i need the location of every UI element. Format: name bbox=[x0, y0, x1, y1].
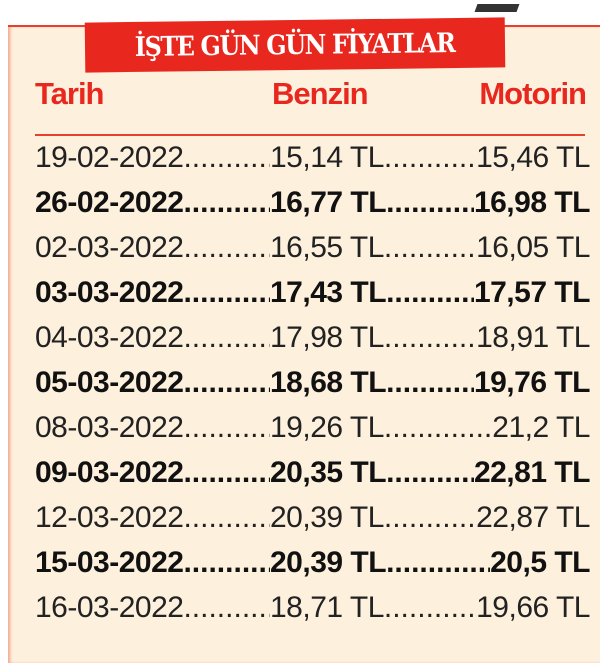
table-row: 09-03-2022 20,35 TL 22,81 TL bbox=[35, 453, 590, 493]
date-cell: 02-03-2022 bbox=[35, 231, 184, 264]
gasoline-price-cell: 18,71 TL bbox=[270, 591, 384, 624]
dot-leader bbox=[183, 498, 270, 538]
diesel-price-cell: 16,05 TL bbox=[476, 231, 590, 264]
dot-leader bbox=[183, 228, 270, 268]
diesel-price-cell: 19,76 TL bbox=[473, 366, 590, 399]
page-title: İŞTE GÜN GÜN FİYATLAR bbox=[134, 27, 456, 63]
date-cell: 04-03-2022 bbox=[35, 321, 184, 354]
header-divider bbox=[35, 134, 585, 136]
column-header-date: Tarih bbox=[35, 76, 104, 111]
table-row: 02-03-2022 16,55 TL 16,05 TL bbox=[35, 228, 590, 268]
diesel-price-cell: 22,81 TL bbox=[473, 456, 590, 489]
dot-leader bbox=[384, 498, 476, 538]
table-row: 12-03-2022 20,39 TL 22,87 TL bbox=[35, 498, 590, 538]
date-cell: 15-03-2022 bbox=[35, 546, 184, 579]
gasoline-price-cell: 15,14 TL bbox=[270, 141, 384, 174]
table-row: 03-03-2022 17,43 TL 17,57 TL bbox=[35, 273, 590, 313]
diesel-price-cell: 18,91 TL bbox=[476, 321, 590, 354]
table-row: 05-03-2022 18,68 TL 19,76 TL bbox=[35, 363, 590, 403]
dot-leader bbox=[384, 138, 476, 178]
gasoline-price-cell: 16,55 TL bbox=[270, 231, 384, 264]
dot-leader bbox=[386, 273, 474, 313]
diesel-price-cell: 20,5 TL bbox=[490, 546, 590, 579]
dot-leader bbox=[386, 183, 474, 223]
dot-leader bbox=[183, 588, 270, 628]
dot-leader bbox=[183, 543, 270, 583]
dot-leader bbox=[183, 273, 270, 313]
dot-leader bbox=[183, 318, 270, 358]
date-cell: 05-03-2022 bbox=[35, 366, 184, 399]
title-banner: İŞTE GÜN GÜN FİYATLAR bbox=[84, 17, 506, 73]
column-header-gasoline: Benzin bbox=[272, 76, 369, 111]
gasoline-price-cell: 20,35 TL bbox=[270, 456, 387, 489]
diesel-price-cell: 17,57 TL bbox=[473, 276, 590, 309]
dot-leader bbox=[384, 408, 492, 448]
table-row: 19-02-2022 15,14 TL 15,46 TL bbox=[35, 138, 590, 178]
date-cell: 16-03-2022 bbox=[35, 591, 184, 624]
gasoline-price-cell: 18,68 TL bbox=[270, 366, 387, 399]
table-row: 26-02-2022 16,77 TL 16,98 TL bbox=[35, 183, 590, 223]
gasoline-price-cell: 20,39 TL bbox=[270, 501, 384, 534]
date-cell: 03-03-2022 bbox=[35, 276, 184, 309]
table-row: 08-03-2022 19,26 TL 21,2 TL bbox=[35, 408, 590, 448]
dot-leader bbox=[183, 363, 270, 403]
diesel-price-cell: 15,46 TL bbox=[476, 141, 590, 174]
gasoline-price-cell: 16,77 TL bbox=[270, 186, 387, 219]
gasoline-price-cell: 20,39 TL bbox=[270, 546, 387, 579]
gasoline-price-cell: 17,98 TL bbox=[270, 321, 384, 354]
table-row: 15-03-2022 20,39 TL 20,5 TL bbox=[35, 543, 590, 583]
diesel-price-cell: 22,87 TL bbox=[476, 501, 590, 534]
date-cell: 09-03-2022 bbox=[35, 456, 184, 489]
date-cell: 12-03-2022 bbox=[35, 501, 184, 534]
dot-leader bbox=[386, 363, 474, 403]
dot-leader bbox=[183, 408, 270, 448]
dot-leader bbox=[384, 318, 476, 358]
price-table-panel bbox=[8, 25, 600, 663]
table-row: 16-03-2022 18,71 TL 19,66 TL bbox=[35, 588, 590, 628]
gasoline-price-cell: 17,43 TL bbox=[270, 276, 387, 309]
dot-leader bbox=[384, 228, 476, 268]
dot-leader bbox=[386, 543, 490, 583]
gasoline-price-cell: 19,26 TL bbox=[270, 411, 384, 444]
dot-leader bbox=[384, 588, 476, 628]
date-cell: 26-02-2022 bbox=[35, 186, 184, 219]
diesel-price-cell: 19,66 TL bbox=[476, 591, 590, 624]
diesel-price-cell: 21,2 TL bbox=[492, 411, 590, 444]
dot-leader bbox=[183, 453, 270, 493]
table-row: 04-03-2022 17,98 TL 18,91 TL bbox=[35, 318, 590, 358]
dot-leader bbox=[386, 453, 474, 493]
diesel-price-cell: 16,98 TL bbox=[473, 186, 590, 219]
dot-leader bbox=[183, 138, 270, 178]
dot-leader bbox=[183, 183, 270, 223]
decorative-tab bbox=[474, 4, 520, 12]
date-cell: 19-02-2022 bbox=[35, 141, 184, 174]
date-cell: 08-03-2022 bbox=[35, 411, 184, 444]
column-header-diesel: Motorin bbox=[479, 76, 587, 111]
